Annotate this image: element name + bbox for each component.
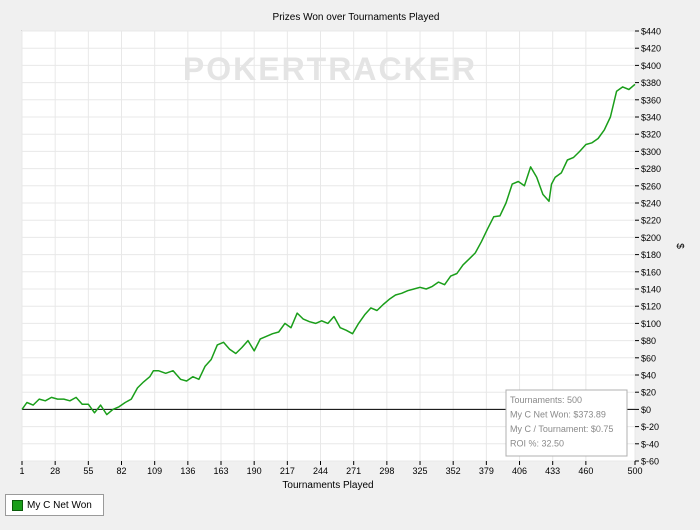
- x-tick-label: 271: [346, 466, 361, 476]
- watermark-logo: POKERTRACKER: [183, 51, 477, 87]
- y-tick-label: $380: [641, 78, 661, 88]
- legend-label: My C Net Won: [27, 499, 92, 511]
- x-tick-label: 136: [180, 466, 195, 476]
- y-tick-label: $0: [641, 405, 651, 415]
- y-tick-label: $240: [641, 199, 661, 209]
- x-tick-label: 406: [512, 466, 527, 476]
- x-tick-label: 460: [578, 466, 593, 476]
- legend: My C Net Won: [5, 494, 104, 516]
- y-tick-label: $-60: [641, 457, 659, 467]
- x-tick-label: 352: [446, 466, 461, 476]
- stats-line: My C Net Won: $373.89: [510, 410, 606, 420]
- series-layer: [21, 83, 636, 416]
- x-axis: 1 28 55 82 109 136 163 190 217 244 271 298 325 352 379…: [19, 461, 643, 476]
- y-tick-label: $400: [641, 61, 661, 71]
- x-tick-label: 1: [19, 466, 24, 476]
- x-tick-label: 217: [280, 466, 295, 476]
- chart-title: Prizes Won over Tournaments Played: [273, 12, 440, 23]
- y-tick-label: $120: [641, 302, 661, 312]
- y-tick-label: $100: [641, 319, 661, 329]
- stats-line: My C / Tournament: $0.75: [510, 424, 613, 434]
- x-axis-label: Tournaments Played: [282, 480, 373, 491]
- x-tick-label: 433: [545, 466, 560, 476]
- y-tick-label: $200: [641, 233, 661, 243]
- y-axis: $440 $420 $400 $380 $360 $340 $320 $300 $280 $260…: [635, 27, 661, 467]
- stats-box-background: [505, 389, 628, 457]
- y-tick-label: $280: [641, 164, 661, 174]
- y-axis-label: $: [674, 243, 685, 249]
- y-tick-label: $60: [641, 353, 656, 363]
- x-tick-label: 190: [247, 466, 262, 476]
- x-tick-label: 298: [379, 466, 394, 476]
- y-tick-label: $160: [641, 267, 661, 277]
- legend-swatch: [12, 499, 23, 511]
- x-tick-label: 379: [479, 466, 494, 476]
- x-tick-label: 28: [50, 466, 60, 476]
- x-tick-label: 109: [147, 466, 162, 476]
- y-tick-label: $440: [641, 27, 661, 37]
- y-tick-label: $300: [641, 147, 661, 157]
- plot-area: [21, 30, 636, 462]
- y-tick-label: $-40: [641, 439, 659, 449]
- y-tick-label: $140: [641, 285, 661, 295]
- x-tick-label: 55: [83, 466, 93, 476]
- y-tick-label: $20: [641, 388, 656, 398]
- x-tick-label: 325: [413, 466, 428, 476]
- y-tick-label: $180: [641, 250, 661, 260]
- y-tick-label: $360: [641, 95, 661, 105]
- series-line: [21, 83, 636, 416]
- y-tick-label: $-20: [641, 422, 659, 432]
- y-tick-label: $80: [641, 336, 656, 346]
- stats-box: Tournaments: 500 My C Net Won: $373.89 My …: [505, 389, 628, 457]
- y-tick-label: $340: [641, 113, 661, 123]
- x-tick-label: 244: [313, 466, 328, 476]
- x-tick-label: 82: [116, 466, 126, 476]
- y-tick-label: $40: [641, 371, 656, 381]
- y-tick-label: $320: [641, 130, 661, 140]
- x-tick-label: 163: [213, 466, 228, 476]
- stats-line: ROI %: 32.50: [510, 439, 564, 449]
- grid: [21, 30, 636, 462]
- y-tick-label: $420: [641, 44, 661, 54]
- y-tick-label: $260: [641, 181, 661, 191]
- y-tick-label: $220: [641, 216, 661, 226]
- stats-line: Tournaments: 500: [510, 395, 582, 405]
- x-tick-label: 500: [627, 466, 642, 476]
